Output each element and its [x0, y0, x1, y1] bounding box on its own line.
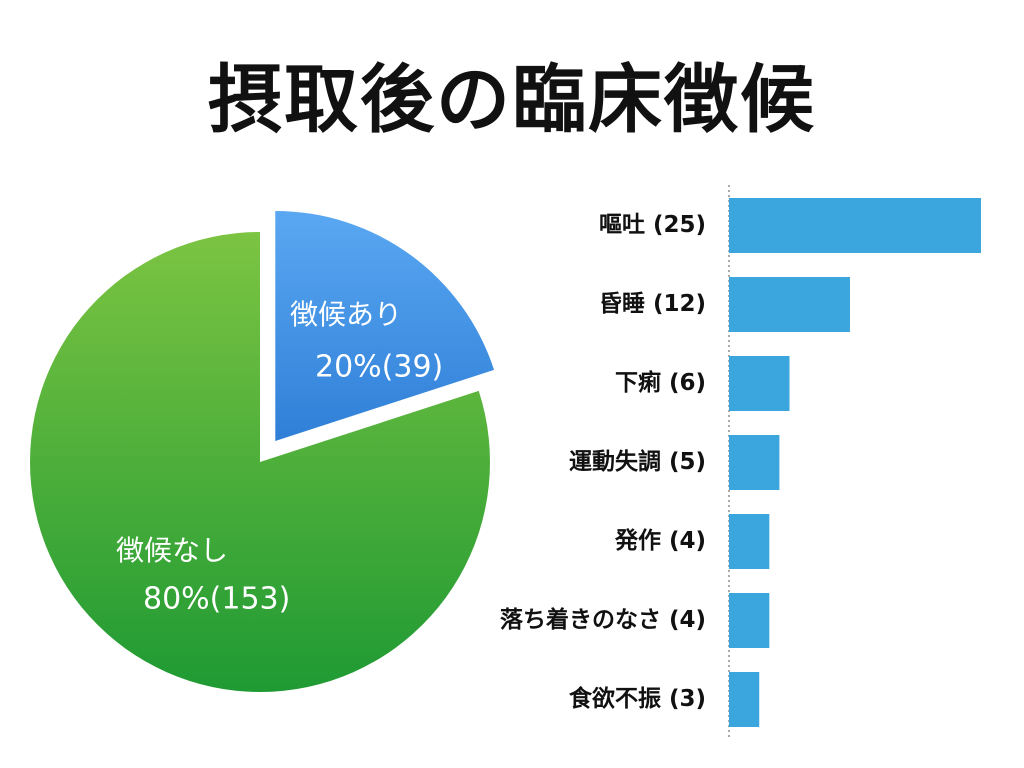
bar-category-label: 昏睡 (12) — [599, 291, 706, 317]
bar — [729, 356, 790, 411]
bar-category-label: 下痢 (6) — [615, 369, 706, 396]
bar — [729, 198, 981, 253]
bar-category-label: 発作 (4) — [614, 528, 706, 554]
pie-slice — [275, 210, 495, 441]
slice-value-label: 80%(153) — [143, 582, 290, 617]
pie-chart: 徴候あり 20%(39) 徴候なし 80%(153) — [29, 210, 495, 692]
bar — [729, 672, 760, 727]
bar — [729, 435, 780, 490]
bar-category-label: 嘔吐 (25) — [599, 212, 706, 238]
slice-value-label: 20%(39) — [315, 350, 443, 385]
bar — [729, 514, 770, 569]
bar — [729, 593, 770, 648]
slice-label: 徴候あり — [290, 298, 402, 331]
bar — [729, 277, 850, 332]
slice-label: 徴候なし — [116, 534, 228, 567]
pie-slice — [29, 232, 490, 692]
page-title: 摂取後の臨床徴候 — [208, 57, 816, 143]
bar-chart: 嘔吐 (25) 昏睡 (12) 下痢 (6) 運動失調 (5) 発作 (4) 落ち着きのな… — [500, 185, 981, 740]
bar-category-label: 運動失調 (5) — [569, 448, 706, 475]
bar-category-label: 食欲不振 (3) — [569, 685, 706, 712]
bar-category-label: 落ち着きのなさ (4) — [500, 606, 706, 633]
